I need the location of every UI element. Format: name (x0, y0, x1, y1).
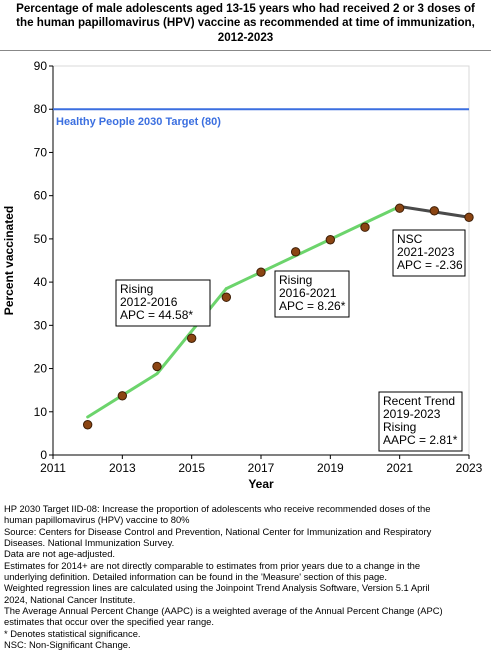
annotation-text: 2019-2023 (383, 407, 441, 421)
y-tick-label: 60 (34, 189, 48, 203)
chart-area: 0 10 20 30 40 50 60 70 80 90 2011 2013 2015 2017 2019 2… (2, 59, 483, 491)
footnote-line: * Denotes statistical significance. (4, 627, 141, 639)
data-point (186, 333, 197, 343)
footnote-line: Source: Centers for Disease Control and … (4, 525, 432, 537)
y-tick-label: 40 (34, 275, 48, 289)
chart-title: Percentage of male adolescents aged 13-1… (16, 2, 475, 44)
y-tick-label: 10 (34, 405, 48, 419)
x-tick-label: 2011 (40, 461, 66, 475)
x-tick-label: 2019 (317, 461, 344, 475)
y-axis-title: Percent vaccinated (2, 206, 16, 315)
y-tick-label: 80 (34, 102, 48, 116)
footnote-line: 2024, National Cancer Institute. (4, 593, 136, 605)
x-tick-label: 2021 (386, 461, 413, 475)
annotation-text: APC = -2.36 (397, 258, 463, 272)
data-point (290, 247, 301, 257)
data-point (464, 212, 474, 222)
x-tick-label: 2017 (248, 461, 275, 475)
data-point (221, 292, 232, 302)
footnote-line: The Average Annual Percent Change (AAPC)… (4, 605, 443, 617)
footnote-line: Diseases. National Immunization Survey. (4, 537, 175, 549)
annotation-text: Rising (279, 273, 312, 287)
annotation-text: Rising (383, 420, 416, 434)
data-point (394, 203, 405, 213)
annotation-text: NSC (397, 232, 423, 246)
annotation-text: 2012-2016 (120, 295, 178, 309)
y-tick-label: 70 (34, 145, 48, 159)
annotation-text: Rising (120, 282, 153, 296)
footnote-line: estimates that occur over the specified … (4, 616, 215, 628)
footnote-line: Data are not age-adjusted. (4, 548, 116, 560)
data-point (256, 267, 266, 277)
footnote-line: Estimates for 2014+ are not directly com… (4, 559, 421, 571)
data-point (360, 222, 370, 232)
annotation-text: AAPC = 2.81* (383, 433, 458, 447)
footnote-line: HP 2030 Target IID-08: Increase the prop… (4, 503, 431, 514)
title-divider (0, 50, 491, 51)
annotation-box (392, 229, 466, 277)
data-point (117, 391, 128, 401)
data-point (82, 420, 93, 430)
data-point (325, 235, 336, 245)
y-tick-label: 90 (34, 59, 48, 73)
x-tick-label: 2013 (109, 461, 136, 475)
footnotes: HP 2030 Target IID-08: Increase the prop… (4, 503, 488, 650)
target-label: Healthy People 2030 Target (80) (56, 116, 221, 128)
x-tick-label: 2015 (178, 461, 205, 475)
footnote-line: human papillomavirus (HPV) vaccine to 80… (4, 514, 190, 526)
trend-line-2 (224, 204, 402, 291)
annotation-box (115, 279, 211, 327)
data-point (429, 206, 440, 216)
annotation-text: APC = 8.26* (279, 299, 346, 313)
y-tick-label: 0 (40, 448, 47, 462)
footnote-line: NSC: Non-Significant Change. (4, 639, 131, 650)
x-tick-label: 2023 (456, 461, 483, 475)
annotation-text: Recent Trend (383, 394, 455, 408)
data-point (152, 361, 162, 372)
annotation-box (378, 391, 463, 452)
footnote-line: underlying definition. Detailed informat… (4, 571, 387, 583)
y-tick-label: 50 (34, 232, 48, 246)
annotation-text: APC = 44.58* (120, 308, 193, 322)
annotation-text: 2021-2023 (397, 245, 455, 259)
footnote-line: Weighted regression lines are calculated… (4, 582, 430, 594)
y-tick-label: 30 (34, 318, 48, 332)
annotation-box (274, 270, 350, 318)
x-axis-title: Year (248, 477, 274, 491)
y-tick-label: 20 (34, 362, 48, 376)
annotation-text: 2016-2021 (279, 286, 337, 300)
